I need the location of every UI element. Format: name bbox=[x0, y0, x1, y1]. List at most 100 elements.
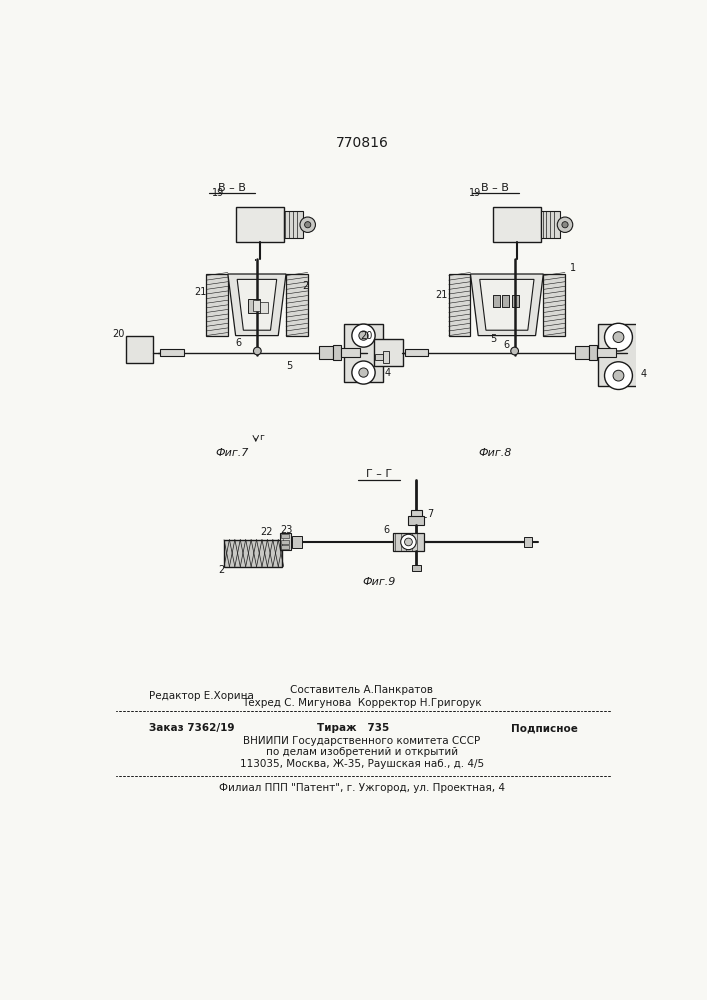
Bar bbox=[411, 565, 421, 571]
Text: г: г bbox=[259, 433, 264, 442]
Bar bbox=[206, 274, 228, 336]
Bar bbox=[260, 302, 268, 312]
Text: 770816: 770816 bbox=[336, 136, 388, 150]
Bar bbox=[224, 540, 282, 567]
Bar bbox=[338, 348, 344, 357]
Bar bbox=[512, 295, 518, 307]
Circle shape bbox=[359, 368, 368, 377]
Bar bbox=[575, 346, 589, 359]
Bar bbox=[404, 349, 428, 356]
Circle shape bbox=[613, 332, 624, 343]
Bar bbox=[341, 348, 361, 357]
Bar bbox=[411, 510, 421, 517]
Bar bbox=[598, 324, 638, 386]
Bar bbox=[512, 295, 518, 307]
Circle shape bbox=[401, 534, 416, 550]
Text: 2: 2 bbox=[218, 565, 224, 575]
Polygon shape bbox=[228, 274, 286, 336]
Bar bbox=[248, 299, 260, 312]
Bar bbox=[493, 295, 500, 307]
Text: 5: 5 bbox=[286, 361, 292, 371]
Text: Фиг.9: Фиг.9 bbox=[362, 577, 396, 587]
Circle shape bbox=[404, 538, 412, 546]
Bar bbox=[292, 536, 301, 548]
Text: Фиг.7: Фиг.7 bbox=[215, 448, 248, 458]
Text: 21: 21 bbox=[194, 287, 206, 297]
Text: 5: 5 bbox=[491, 334, 497, 344]
Text: Г – Г: Г – Г bbox=[366, 469, 392, 479]
Bar bbox=[235, 207, 284, 242]
Bar bbox=[597, 348, 616, 357]
Bar bbox=[320, 346, 333, 359]
Circle shape bbox=[352, 361, 375, 384]
Text: Составитель А.Панкратов: Составитель А.Панкратов bbox=[291, 685, 433, 695]
Bar bbox=[281, 540, 289, 544]
Bar bbox=[409, 516, 424, 525]
Text: 7: 7 bbox=[427, 509, 433, 519]
Bar bbox=[253, 300, 260, 311]
Bar bbox=[589, 345, 597, 360]
Bar bbox=[543, 274, 565, 336]
Bar bbox=[281, 534, 289, 538]
Text: Редактор Е.Хорина: Редактор Е.Хорина bbox=[149, 691, 254, 701]
Circle shape bbox=[300, 217, 315, 232]
Text: 2: 2 bbox=[303, 281, 308, 291]
Text: Фиг.8: Фиг.8 bbox=[479, 448, 512, 458]
Bar bbox=[284, 211, 303, 238]
Polygon shape bbox=[480, 279, 534, 330]
Bar bbox=[286, 274, 308, 336]
Text: 23: 23 bbox=[280, 525, 292, 535]
Circle shape bbox=[557, 217, 573, 232]
Text: Подписное: Подписное bbox=[510, 723, 578, 733]
Text: 20: 20 bbox=[112, 329, 125, 339]
Bar bbox=[502, 295, 509, 307]
Bar bbox=[333, 345, 341, 360]
Bar bbox=[126, 336, 153, 363]
Circle shape bbox=[253, 347, 261, 355]
Text: по делам изобретений и открытий: по делам изобретений и открытий bbox=[266, 747, 458, 757]
Text: 113035, Москва, Ж-35, Раушская наб., д. 4/5: 113035, Москва, Ж-35, Раушская наб., д. … bbox=[240, 759, 484, 769]
Polygon shape bbox=[237, 279, 276, 330]
Text: Техред С. Мигунова  Корректор Н.Григорук: Техред С. Мигунова Корректор Н.Григорук bbox=[242, 698, 481, 708]
Circle shape bbox=[510, 347, 518, 355]
Bar bbox=[160, 349, 184, 356]
Bar bbox=[281, 545, 289, 549]
Circle shape bbox=[604, 362, 633, 389]
Text: 21: 21 bbox=[436, 290, 448, 300]
Text: 19: 19 bbox=[469, 188, 481, 198]
Circle shape bbox=[604, 323, 633, 351]
Bar bbox=[375, 354, 383, 360]
Bar bbox=[493, 295, 500, 307]
Text: 6: 6 bbox=[383, 525, 389, 535]
Bar bbox=[344, 324, 383, 382]
Text: 22: 22 bbox=[260, 527, 273, 537]
Circle shape bbox=[613, 370, 624, 381]
Text: Филиал ППП "Патент", г. Ужгород, ул. Проектная, 4: Филиал ППП "Патент", г. Ужгород, ул. Про… bbox=[219, 783, 505, 793]
Bar bbox=[541, 211, 561, 238]
Bar bbox=[524, 537, 532, 547]
Text: В – В: В – В bbox=[481, 183, 509, 193]
Bar bbox=[493, 207, 541, 242]
Polygon shape bbox=[470, 274, 543, 336]
Bar bbox=[383, 351, 389, 363]
Bar bbox=[280, 533, 291, 550]
Bar bbox=[590, 348, 598, 359]
Text: 4: 4 bbox=[641, 369, 647, 379]
Bar bbox=[502, 295, 509, 307]
Circle shape bbox=[562, 222, 568, 228]
Text: Заказ 7362/19: Заказ 7362/19 bbox=[149, 723, 234, 733]
Text: В – В: В – В bbox=[218, 183, 246, 193]
Text: 20: 20 bbox=[361, 331, 373, 341]
Bar bbox=[449, 274, 470, 336]
Text: 6: 6 bbox=[503, 340, 509, 350]
Bar bbox=[373, 339, 403, 366]
Circle shape bbox=[352, 324, 375, 347]
Text: 6: 6 bbox=[235, 338, 242, 348]
Text: 19: 19 bbox=[212, 188, 224, 198]
Bar bbox=[393, 533, 424, 551]
Text: 4: 4 bbox=[385, 368, 390, 378]
Text: 1: 1 bbox=[570, 263, 575, 273]
Text: ВНИИПИ Государственного комитета СССР: ВНИИПИ Государственного комитета СССР bbox=[243, 736, 481, 746]
Circle shape bbox=[305, 222, 311, 228]
Circle shape bbox=[359, 331, 368, 340]
